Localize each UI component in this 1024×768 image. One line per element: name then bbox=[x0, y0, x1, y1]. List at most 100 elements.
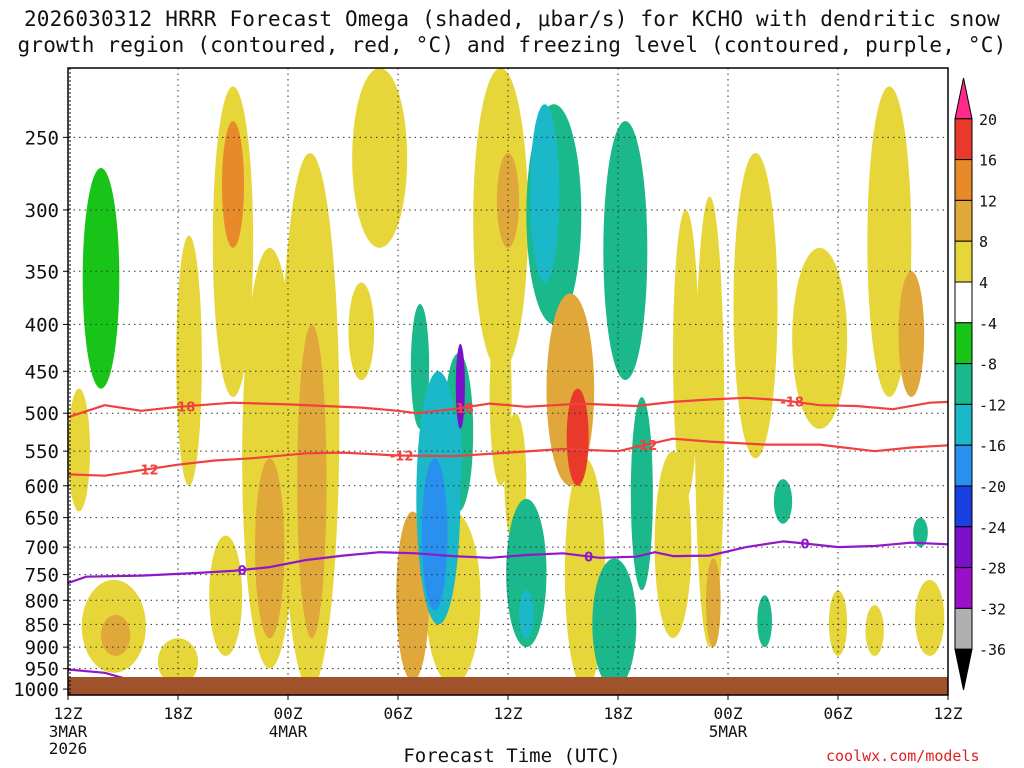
contour-label: -18 bbox=[780, 396, 804, 411]
y-tick-label: 450 bbox=[25, 361, 59, 383]
y-tick-label: 300 bbox=[25, 200, 59, 222]
x-tick-label: 18Z bbox=[164, 704, 193, 723]
y-tick-label: 400 bbox=[25, 314, 59, 336]
colorbar-swatch bbox=[954, 159, 973, 201]
omega-cell-rising bbox=[176, 235, 202, 486]
ground-surface bbox=[68, 677, 948, 695]
y-tick-label: 350 bbox=[25, 261, 59, 283]
y-tick-label: 650 bbox=[25, 508, 59, 530]
colorbar-swatch bbox=[954, 281, 973, 324]
colorbar-label: -28 bbox=[979, 560, 1006, 578]
y-tick-label: 900 bbox=[25, 637, 59, 659]
x-tick-label: 00Z bbox=[274, 704, 303, 723]
chart-title-line2: growth region (contoured, red, °C) and f… bbox=[17, 33, 1007, 57]
contour--12 bbox=[68, 437, 948, 477]
x-tick-label: 18Z bbox=[604, 704, 633, 723]
y-tick-label: 850 bbox=[25, 614, 59, 636]
contour-label: 0 bbox=[584, 550, 593, 565]
colorbar-top-arrow bbox=[954, 77, 973, 120]
colorbar-swatch bbox=[954, 526, 973, 569]
y-tick-label: 750 bbox=[25, 565, 59, 587]
contour-label: -12 bbox=[390, 450, 414, 465]
x-tick-sublabel: 5MAR bbox=[709, 722, 748, 741]
omega-cell-sinking bbox=[421, 458, 448, 611]
contour-label: -18 bbox=[172, 400, 196, 415]
x-axis-label: Forecast Time (UTC) bbox=[403, 745, 621, 767]
colorbar: 20 16 12 8 4 -4 -8 -12 -16 -20 -24 -28 -32 -36 bbox=[954, 77, 1006, 691]
colorbar-label: 8 bbox=[979, 233, 988, 251]
omega-cell-rising bbox=[915, 579, 945, 656]
omega-cell-rising bbox=[654, 451, 692, 639]
x-tick-label: 06Z bbox=[824, 704, 853, 723]
omega-cell-sinking bbox=[82, 168, 120, 389]
omega-cell-rising bbox=[733, 152, 778, 459]
contour-label: -12 bbox=[135, 463, 159, 478]
colorbar-bottom-arrow bbox=[954, 648, 973, 691]
omega-cell-sinking bbox=[630, 396, 653, 591]
y-tick-label: 700 bbox=[25, 537, 59, 559]
y-tick-label: 600 bbox=[25, 476, 59, 498]
y-tick-label: 500 bbox=[25, 403, 59, 425]
colorbar-label: 16 bbox=[979, 152, 997, 170]
contour--18 bbox=[68, 396, 948, 419]
x-tick-label: 12Z bbox=[54, 704, 83, 723]
y-tick-label: 550 bbox=[25, 441, 59, 463]
colorbar-label: -20 bbox=[979, 478, 1006, 496]
contour-label: 0 bbox=[238, 564, 247, 579]
y-tick-label: 250 bbox=[25, 127, 59, 149]
omega-shading bbox=[68, 68, 945, 677]
omega-cell-sinking bbox=[519, 590, 534, 639]
omega-cell-rising bbox=[489, 304, 512, 486]
omega-cell-rising bbox=[209, 535, 243, 656]
colorbar-label: -36 bbox=[979, 641, 1006, 659]
omega-cell-sinking bbox=[410, 304, 430, 429]
colorbar-label: 20 bbox=[979, 111, 997, 129]
omega-cell-rising bbox=[673, 209, 699, 499]
omega-cell-rising bbox=[706, 558, 721, 648]
x-tick-sublabel: 4MAR bbox=[269, 722, 308, 741]
omega-cell-sinking bbox=[592, 558, 637, 677]
omega-cell-rising bbox=[566, 388, 589, 486]
omega-cell-rising bbox=[68, 388, 90, 512]
y-tick-label: 1000 bbox=[13, 679, 59, 701]
omega-cell-rising bbox=[101, 614, 131, 656]
x-tick-label: 06Z bbox=[384, 704, 413, 723]
omega-cell-rising bbox=[865, 605, 884, 656]
colorbar-swatch bbox=[954, 363, 973, 405]
omega-cell-rising bbox=[898, 271, 925, 397]
omega-cell-rising bbox=[254, 458, 285, 639]
x-tick-label: 12Z bbox=[494, 704, 523, 723]
omega-cell-sinking bbox=[530, 104, 560, 283]
colorbar-label: -32 bbox=[979, 600, 1006, 618]
omega-cell-sinking bbox=[913, 517, 928, 548]
omega-cell-rising bbox=[695, 196, 725, 648]
y-axis: 2503003504004505005506006507007508008509… bbox=[13, 127, 68, 701]
chart-title: 2026030312 HRRR Forecast Omega (shaded, … bbox=[0, 6, 1024, 58]
colorbar-label: 12 bbox=[979, 192, 997, 210]
contour-label: 0 bbox=[800, 538, 809, 553]
colorbar-swatch bbox=[954, 607, 973, 650]
colorbar-swatch bbox=[954, 199, 973, 242]
colorbar-swatch bbox=[954, 118, 973, 161]
omega-cell-rising bbox=[352, 68, 408, 248]
chart-title-line1: 2026030312 HRRR Forecast Omega (shaded, … bbox=[23, 7, 1001, 31]
credit-link[interactable]: coolwx.com/models bbox=[826, 747, 980, 765]
omega-cell-sinking bbox=[506, 498, 547, 648]
x-tick-label: 00Z bbox=[714, 704, 743, 723]
colorbar-label: 4 bbox=[979, 274, 988, 292]
colorbar-label: -12 bbox=[979, 396, 1006, 414]
omega-cell-rising bbox=[222, 121, 244, 248]
omega-cell-sinking bbox=[603, 121, 648, 381]
omega-cell-sinking bbox=[757, 595, 773, 648]
colorbar-label: -24 bbox=[979, 519, 1006, 537]
y-tick-label: 800 bbox=[25, 590, 59, 612]
contours: -18 -18 -18 -12 -12 -12 0 0 0 bbox=[68, 396, 948, 677]
colorbar-label: -8 bbox=[979, 356, 997, 374]
contour-label: -18 bbox=[450, 402, 474, 417]
omega-cell-rising bbox=[348, 282, 375, 381]
x-tick-sublabel: 2026 bbox=[49, 739, 88, 758]
colorbar-swatch bbox=[954, 322, 973, 365]
y-tick-label: 950 bbox=[25, 659, 59, 681]
